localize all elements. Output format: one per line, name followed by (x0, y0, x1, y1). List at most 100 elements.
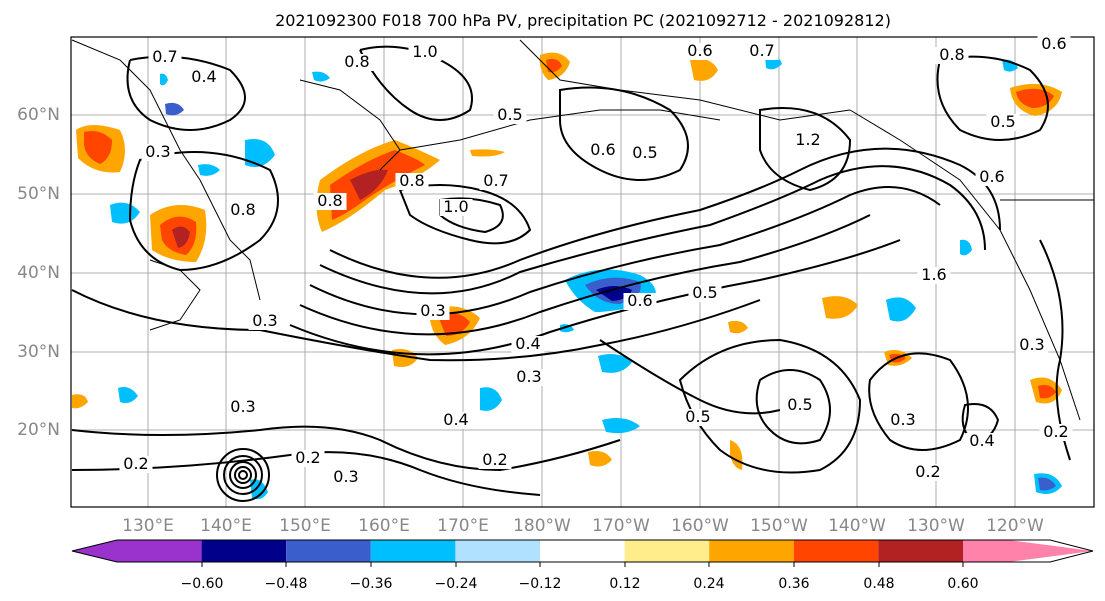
contour-label: 0.8 (230, 200, 255, 219)
contour-label-bg (745, 43, 779, 60)
contour-label: 0.5 (632, 143, 657, 162)
contour-label: 0.3 (230, 397, 255, 416)
map-panel: 0.7 0.4 1.0 0.8 0.6 0.7 0.6 0.8 0.5 0.5 0.6 0.5 1.2 0… (70, 34, 1095, 508)
colorbar-swatch (963, 540, 1093, 562)
pv-contour (678, 338, 862, 474)
contour-label-bg (911, 464, 945, 481)
contour-label: 0.5 (497, 105, 522, 124)
lon-label: 180°W (513, 516, 571, 536)
pv-contour (868, 352, 969, 451)
colorbar-tick-label: −0.36 (350, 576, 393, 592)
figure-title: 2021092300 F018 700 hPa PV, precipitatio… (275, 11, 891, 30)
contour-label-bg (681, 409, 715, 426)
precip-blob (822, 296, 858, 319)
precip-blob (84, 131, 112, 164)
contour-label: 0.5 (990, 112, 1015, 131)
contour-label: 0.7 (152, 47, 177, 66)
contour-label: 0.4 (191, 67, 216, 86)
lon-label: 170°E (437, 516, 489, 536)
contour-label-bg (1039, 424, 1073, 441)
lon-label: 140°E (200, 516, 252, 536)
lon-label: 150°E (279, 516, 331, 536)
contour-label-bg (187, 69, 221, 86)
precip-blob (728, 320, 748, 334)
contour-labels: 0.7 0.4 1.0 0.8 0.6 0.7 0.6 0.8 0.5 0.5 0.6 0.5 1.2 0… (119, 34, 1073, 486)
contour-label: 0.2 (915, 462, 940, 481)
lon-label: 160°W (671, 516, 729, 536)
contour-label: 1.0 (443, 197, 468, 216)
precip-blob (598, 354, 632, 373)
contour-label-bg (226, 399, 260, 416)
precip-blob (470, 149, 505, 157)
pv-contour (755, 369, 831, 445)
precip-blob (312, 71, 330, 82)
contour-label: 0.3 (1019, 335, 1044, 354)
contour-label: 0.8 (939, 45, 964, 64)
contour-label-bg (248, 313, 282, 330)
pv-contour-cluster (216, 448, 270, 502)
contour-label: 0.2 (482, 450, 507, 469)
coastline-asia (71, 39, 261, 301)
contour-label-bg (291, 450, 325, 467)
contour-label-bg (791, 132, 825, 149)
contour-label: 0.5 (787, 395, 812, 414)
coastline-kamchatka (299, 79, 401, 171)
contour-label: 0.4 (969, 431, 994, 450)
lat-label: 30°N (17, 342, 60, 362)
pv-contour (71, 289, 761, 362)
pv-contour (238, 470, 248, 480)
precip-blob (72, 394, 88, 409)
contour-label-bg (623, 293, 657, 310)
contour-label: 0.5 (685, 407, 710, 426)
contour-label-bg (917, 267, 951, 284)
colorbar-swatch (624, 540, 710, 562)
lon-label: 120°W (986, 516, 1044, 536)
pv-contour (223, 455, 263, 495)
contour-label-bg (313, 193, 347, 210)
lat-label: 60°N (17, 105, 60, 125)
pv-contour (234, 466, 252, 484)
precip-blob (110, 202, 140, 224)
precip-blob (165, 102, 184, 116)
precip-blob (886, 297, 916, 322)
lon-label: 160°E (358, 516, 410, 536)
contour-label-bg (512, 369, 546, 386)
lon-label: 170°W (592, 516, 650, 536)
contour-label-bg (119, 456, 153, 473)
colorbar-swatch (878, 540, 963, 562)
pv-contour (599, 339, 781, 415)
contour-label: 0.3 (145, 142, 170, 161)
contour-label-bg (886, 412, 920, 429)
contour-label-bg (683, 43, 717, 60)
colorbar-swatch (72, 540, 202, 562)
contour-label-bg (935, 47, 969, 64)
colorbar-tick-label: 0.12 (609, 576, 640, 592)
contour-label-bg (478, 452, 512, 469)
colorbar-swatches (71, 539, 1094, 567)
colorbar-tick-label: −0.12 (519, 576, 562, 592)
contour-label-bg (329, 469, 363, 486)
colorbar-tick-label: −0.24 (435, 576, 478, 592)
pv-contour (329, 147, 1001, 279)
precip-blob (160, 73, 168, 86)
contour-label-bg (986, 114, 1020, 131)
precip-blob (245, 139, 275, 168)
coastline-alaska (519, 39, 851, 121)
precip-shading (72, 52, 1062, 500)
colorbar-swatch (201, 540, 287, 562)
contour-label: 1.2 (795, 130, 820, 149)
colorbar-swatch (709, 540, 794, 562)
contour-label: 0.2 (1043, 422, 1068, 441)
precip-blob (250, 479, 268, 500)
lat-label: 50°N (17, 184, 60, 204)
pv-contour (229, 461, 257, 489)
contour-label: 1.0 (412, 42, 437, 61)
lon-label: 130°E (122, 516, 174, 536)
contour-label-bg (439, 412, 473, 429)
lon-label: 130°W (907, 516, 965, 536)
coastlines (71, 39, 1094, 421)
colorbar-swatch (793, 540, 879, 562)
pv-contour (319, 165, 986, 295)
contour-label-bg (586, 142, 620, 159)
